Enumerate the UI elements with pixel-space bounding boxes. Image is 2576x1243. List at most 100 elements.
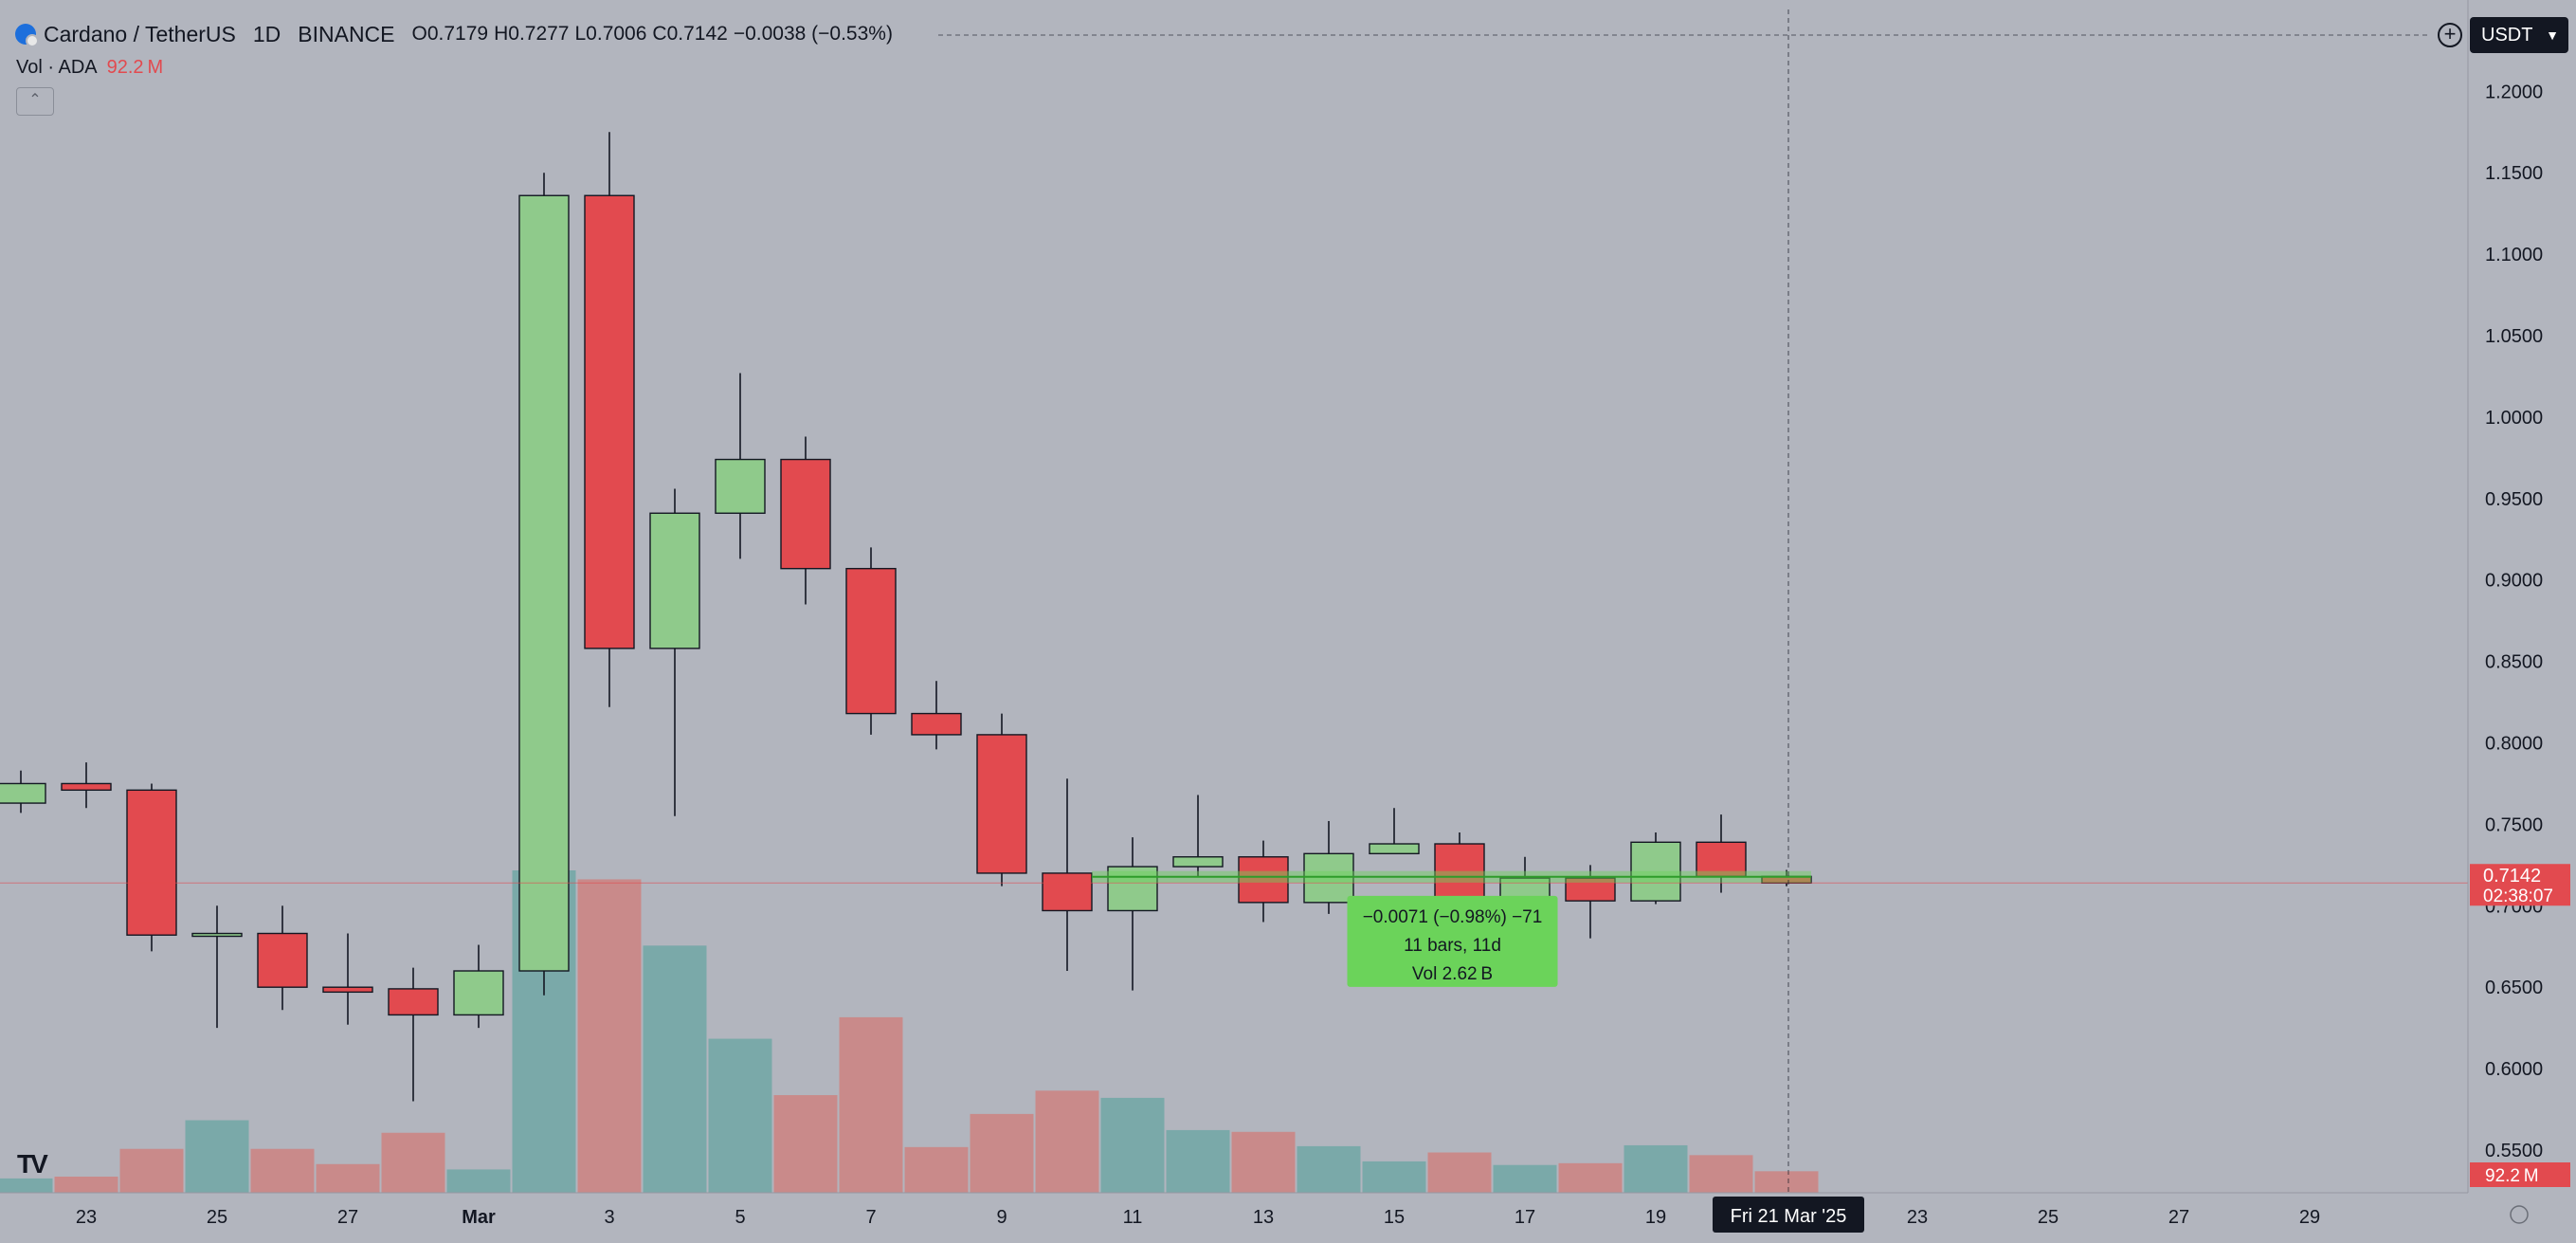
time-tick-label: 23: [1907, 1207, 1928, 1228]
time-axis: 23 25 27 Mar 3 5 7 9 11 13 15 17 19 23 25 27 29 Fri 21 Ma…: [0, 1192, 2529, 1233]
volume-bar: [643, 945, 707, 1193]
time-tick-label: 23: [76, 1207, 97, 1228]
candle-body: [388, 988, 439, 1016]
price-tick-label: 1.0500: [2485, 326, 2543, 347]
volume-bar: [904, 1146, 969, 1193]
tradingview-logo[interactable]: TV: [17, 1149, 48, 1179]
candle-body: [1042, 872, 1093, 912]
price-tick-label: 1.1000: [2485, 245, 2543, 265]
volume-bar: [1231, 1131, 1296, 1193]
price-tick-label: 0.8000: [2485, 734, 2543, 755]
time-tick-label: 5: [735, 1207, 745, 1228]
crosshair-date-label: Fri 21 Mar '25: [1731, 1206, 1847, 1227]
volume-bar: [970, 1113, 1034, 1193]
time-tick-label: 25: [2038, 1207, 2059, 1228]
candle-body: [1630, 841, 1681, 902]
volume-legend[interactable]: Vol · ADA 92.2 M: [16, 57, 163, 79]
candle-body: [1369, 843, 1420, 855]
time-tick-label: 15: [1384, 1207, 1405, 1228]
settings-gear-icon: [2510, 1205, 2529, 1224]
volume-bar: [316, 1163, 380, 1193]
candle-body: [518, 194, 570, 972]
time-tick-label: 17: [1515, 1207, 1535, 1228]
volume-bar: [773, 1095, 838, 1193]
price-axis: 0.55000.60000.65000.70000.75000.80000.85…: [2467, 0, 2570, 1193]
add-plus-icon[interactable]: +: [2438, 23, 2462, 47]
volume-bar: [1297, 1145, 1361, 1193]
candle-body: [649, 512, 700, 649]
volume-bar: [1754, 1171, 1819, 1193]
volume-bar: [577, 879, 642, 1193]
chevron-down-icon: ▼: [2546, 27, 2559, 43]
candle-body: [780, 458, 831, 570]
volume-bar: [54, 1177, 118, 1193]
currency-label: USDT: [2481, 25, 2533, 46]
time-tick-label: 7: [865, 1207, 876, 1228]
time-tick-label: Mar: [462, 1207, 496, 1228]
volume-bar: [839, 1016, 903, 1193]
volume-bar: [1166, 1129, 1230, 1193]
volume-bar: [1558, 1162, 1623, 1193]
candle-body: [1303, 852, 1354, 904]
candle-body: [976, 734, 1027, 874]
volume-bar: [0, 1178, 53, 1193]
candle-body: [584, 194, 635, 649]
price-tick-label: 0.6000: [2485, 1059, 2543, 1080]
interval-label[interactable]: 1D: [252, 21, 281, 46]
candle-body: [715, 458, 766, 514]
high-value: H0.7277: [494, 23, 570, 45]
crosshair-date-badge: [1713, 1197, 1864, 1233]
candle-body: [1107, 866, 1158, 912]
currency-button[interactable]: USDT ▼: [2470, 17, 2568, 53]
candle-body: [1434, 843, 1485, 899]
last-price-badge: [2470, 864, 2570, 906]
volume-bar: [446, 1169, 511, 1193]
volume-bar: [119, 1148, 184, 1193]
candle-body: [453, 970, 504, 1016]
candle-body: [191, 932, 243, 938]
time-tick-label: 27: [337, 1207, 358, 1228]
candle-body: [911, 712, 962, 736]
price-tick-label: 0.9000: [2485, 571, 2543, 592]
collapse-legend-button[interactable]: ⌃: [16, 87, 54, 116]
volume-axis-value: 92.2 M: [2485, 1166, 2539, 1186]
time-tick-label: 19: [1645, 1207, 1666, 1228]
open-value: O0.7179: [411, 23, 489, 45]
symbol-title[interactable]: Cardano / TetherUS: [44, 21, 236, 46]
candle-body: [1172, 856, 1224, 868]
volume-bar: [185, 1120, 249, 1193]
candle-body: [322, 986, 373, 994]
price-tick-label: 0.9500: [2485, 489, 2543, 510]
volume-bar: [708, 1038, 772, 1193]
time-tick-label: 27: [2168, 1207, 2189, 1228]
symbol-legend: Cardano / TetherUS 1D BINANCE O0.7179 H0…: [0, 11, 910, 57]
measure-info-line: Vol 2.62 B: [1412, 964, 1493, 984]
time-tick-label: 13: [1253, 1207, 1274, 1228]
time-tick-label: 9: [996, 1207, 1007, 1228]
volume-legend-value: 92.2 M: [106, 57, 164, 78]
candle-body: [126, 789, 177, 936]
exchange-label: BINANCE: [298, 21, 395, 46]
candle-body: [1565, 877, 1616, 902]
price-tick-label: 0.6500: [2485, 978, 2543, 998]
price-tick-label: 0.5500: [2485, 1141, 2543, 1161]
candle-body: [1238, 856, 1289, 904]
time-tick-label: 3: [604, 1207, 614, 1228]
price-tick-label: 0.7500: [2485, 814, 2543, 835]
price-tick-label: 0.8500: [2485, 652, 2543, 673]
cardano-logo-icon: [15, 24, 39, 47]
volume-bar: [1362, 1161, 1426, 1193]
overlay: −0.0071 (−0.98%) −71 11 bars, 11d Vol 2.62…: [0, 9, 2468, 1193]
price-countdown: 02:38:07: [2483, 887, 2553, 906]
low-value: L0.7006: [574, 23, 647, 45]
last-price-value: 0.7142: [2483, 866, 2541, 887]
price-tick-label: 1.2000: [2485, 82, 2543, 102]
time-tick-label: 25: [207, 1207, 227, 1228]
measure-info-line: 11 bars, 11d: [1404, 936, 1501, 956]
volume-legend-label: Vol · ADA: [16, 57, 98, 78]
volume-bar: [1427, 1152, 1492, 1193]
candle-body: [0, 782, 46, 804]
